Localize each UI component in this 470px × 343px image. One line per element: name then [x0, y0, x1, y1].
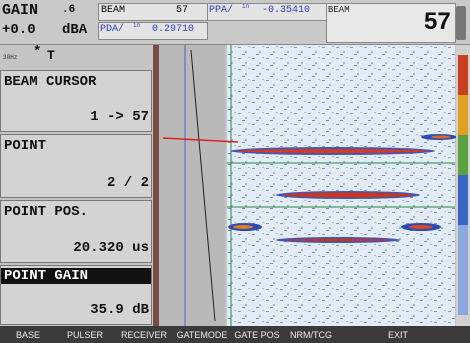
beam-display-label: BEAM	[328, 5, 350, 15]
menu-item[interactable]: RECEIVER	[116, 327, 172, 343]
pda-label: PDA/	[100, 24, 124, 35]
pda-unit: in	[133, 22, 140, 29]
beam-display-value: 57	[424, 8, 451, 36]
menu-item[interactable]: NRM/TCG	[286, 327, 336, 343]
ppa-label: PPA/	[209, 5, 233, 16]
screen: GAIN .6 +0.0 dBA BEAM 57 PPA/ in -0.3541…	[0, 0, 470, 343]
battery-icon	[456, 6, 466, 40]
gain-step: .6	[62, 4, 75, 16]
gain-label: GAIN	[2, 2, 38, 19]
param-value: 1 -> 57	[90, 109, 149, 125]
rate: 30Hz	[3, 54, 17, 61]
ppa-unit: in	[242, 3, 249, 10]
param-box[interactable]: BEAM CURSOR 1 -> 57	[0, 70, 152, 132]
param-label: POINT POS.	[4, 204, 88, 220]
menu-item[interactable]: BASE	[2, 327, 54, 343]
param-value: 20.320 us	[73, 240, 149, 256]
beam-value: 57	[176, 5, 188, 16]
param-box[interactable]: POINT GAIN 35.9 dB	[0, 265, 152, 325]
param-value: 35.9 dB	[90, 302, 149, 318]
ppa-value: -0.35410	[262, 5, 310, 16]
param-box[interactable]: POINT POS. 20.320 us	[0, 200, 152, 263]
trigger: T	[47, 48, 55, 63]
snowflake-icon: *	[33, 44, 41, 60]
menu-item[interactable]: PULSER	[58, 327, 112, 343]
param-value: 2 / 2	[107, 175, 149, 191]
gain-unit: dBA	[62, 22, 87, 38]
beam-label: BEAM	[101, 5, 125, 16]
param-label: POINT	[4, 138, 46, 154]
param-box[interactable]: POINT 2 / 2	[0, 134, 152, 198]
scan-view	[153, 45, 470, 326]
menu-item[interactable]: EXIT	[340, 327, 456, 343]
param-label: BEAM CURSOR	[4, 74, 96, 90]
menu-item[interactable]: GATE POS	[232, 327, 282, 343]
param-label: POINT GAIN	[1, 268, 151, 284]
gain-value: +0.0	[2, 22, 36, 38]
pda-value: 0.29710	[152, 24, 194, 35]
menu-item[interactable]: GATEMODE	[176, 327, 228, 343]
